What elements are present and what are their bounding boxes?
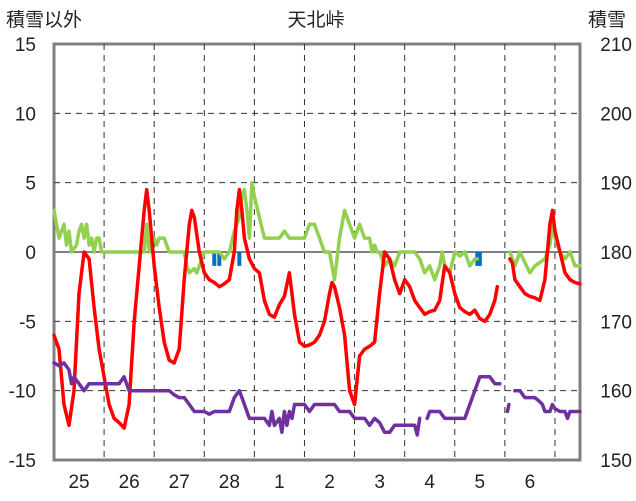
series-line-temp_red [508, 208, 582, 303]
series-line-green [52, 180, 480, 282]
series-line-purple [52, 361, 422, 437]
y-tick-left: 15 [15, 35, 36, 56]
x-tick: 4 [424, 472, 435, 493]
series-line-temp_red [52, 187, 500, 430]
chart-title: 天北峠 [287, 9, 344, 31]
y-tick-left: 0 [25, 243, 36, 264]
y-tick-right: 190 [600, 174, 632, 195]
bar [212, 252, 217, 266]
y-tick-left: -5 [19, 312, 36, 333]
x-tick: 28 [219, 472, 240, 493]
x-tick: 27 [169, 472, 190, 493]
x-tick: 5 [475, 472, 486, 493]
y-axis-right-label: 積雪 [588, 9, 626, 31]
series-line-purple [513, 388, 582, 421]
y-tick-right: 200 [600, 104, 632, 125]
series-line-purple [505, 402, 511, 414]
bar [477, 252, 482, 266]
y-tick-left: -10 [9, 382, 36, 403]
x-ticks: 25 26 27 28 1 2 3 4 5 6 [68, 472, 535, 493]
bar [237, 252, 242, 266]
x-tick: 3 [374, 472, 385, 493]
x-tick: 26 [119, 472, 140, 493]
y-tick-left: 5 [25, 174, 36, 195]
y-axis-left-label: 積雪以外 [6, 9, 82, 31]
y-tick-right: 170 [600, 312, 632, 333]
y-tick-left: -15 [9, 451, 36, 472]
y-ticks-right: 210 200 190 180 170 160 150 [600, 35, 632, 472]
bar [217, 252, 222, 266]
y-tick-right: 210 [600, 35, 632, 56]
x-tick: 2 [324, 472, 335, 493]
x-tick: 25 [68, 472, 89, 493]
y-tick-right: 150 [600, 451, 632, 472]
series-line-green [508, 222, 582, 275]
y-tick-right: 180 [600, 243, 632, 264]
x-tick: 1 [274, 472, 285, 493]
series-line-purple [425, 375, 502, 421]
y-tick-right: 160 [600, 382, 632, 403]
x-tick: 6 [525, 472, 536, 493]
series [52, 180, 582, 437]
y-tick-left: 10 [15, 104, 36, 125]
y-ticks-left: 15 10 5 0 -5 -10 -15 [9, 35, 36, 472]
